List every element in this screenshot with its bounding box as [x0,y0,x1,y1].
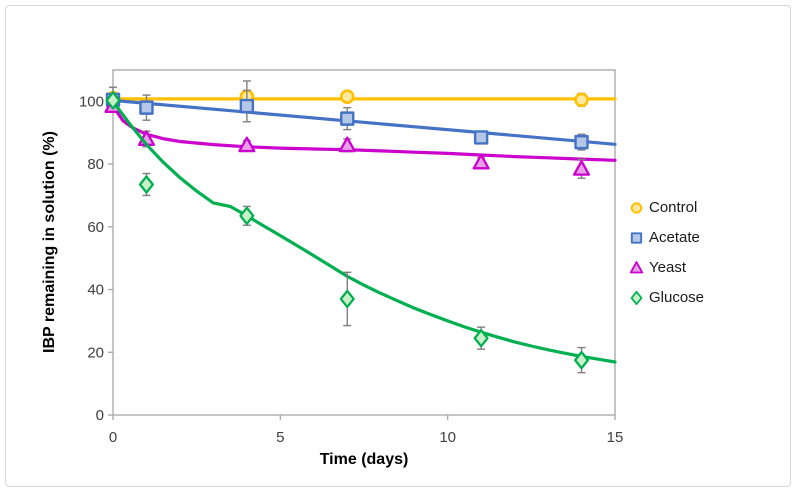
legend-label-glucose: Glucose [649,288,705,306]
y-tick-label: 0 [96,407,104,424]
legend-item-glucose: Glucose [629,282,704,312]
legend-item-acetate: Acetate [629,222,704,252]
trendline-yeast [111,104,617,162]
y-tick-label: 80 [87,156,104,173]
legend: Control Acetate Yeast Glucose [629,192,704,312]
y-tick-label: 20 [87,344,104,361]
x-tick-label: 10 [439,429,456,446]
y-tick-label: 40 [87,282,104,299]
x-tick-label: 5 [276,429,284,446]
series-glucose [105,91,617,374]
legend-label-control: Control [649,198,698,216]
x-tick-label: 0 [109,429,117,446]
y-tick-label: 100 [79,93,104,110]
legend-item-control: Control [629,192,704,222]
trendline-glucose [111,99,617,364]
y-axis-title: IBP remaining in solution (%) [41,131,58,353]
markers-glucose [105,91,590,370]
glucose-marker-icon [630,290,643,305]
legend-item-yeast: Yeast [629,252,704,282]
x-tick-label: 15 [607,429,624,446]
legend-label-yeast: Yeast [649,258,686,276]
trendline-acetate [111,98,617,146]
plot-border [112,69,616,416]
y-tick-label: 60 [87,219,104,236]
acetate-marker-icon [630,231,643,244]
legend-label-acetate: Acetate [649,228,700,246]
control-marker-icon [630,201,643,214]
x-axis-title: Time (days) [319,451,409,468]
yeast-marker-icon [629,260,644,273]
